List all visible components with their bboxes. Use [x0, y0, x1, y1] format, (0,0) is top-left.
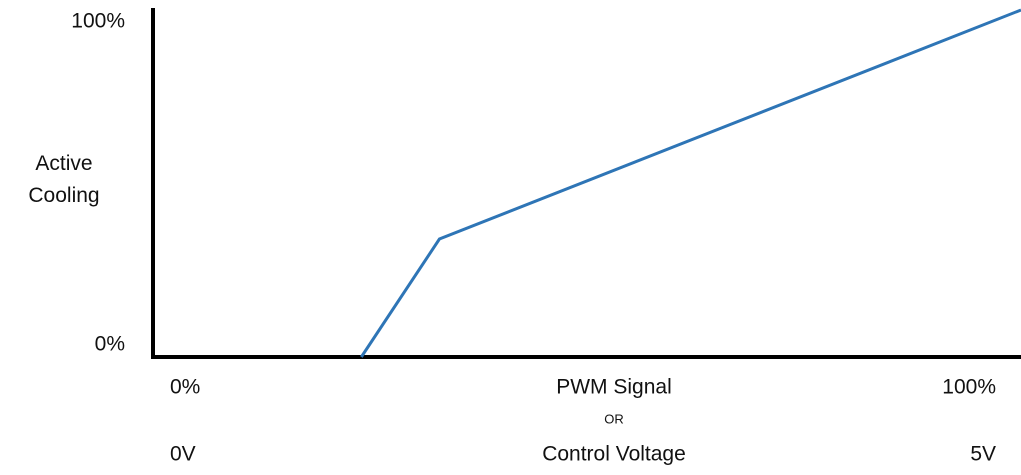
y-tick-label: 0% [95, 333, 125, 356]
x-axis-label: PWM Signal [556, 376, 672, 399]
data-line [360, 8, 1021, 358]
y-axis-label: Active Cooling [28, 152, 100, 207]
x2-tick-label: 5V [970, 443, 996, 466]
x-axis-connector: OR [604, 411, 624, 426]
y-tick-label: 100% [71, 10, 125, 33]
x2-axis-label: Control Voltage [542, 443, 686, 466]
x-tick-label: 0% [170, 376, 200, 399]
x2-tick-label: 0V [170, 443, 196, 466]
x-tick-label: 100% [942, 376, 996, 399]
